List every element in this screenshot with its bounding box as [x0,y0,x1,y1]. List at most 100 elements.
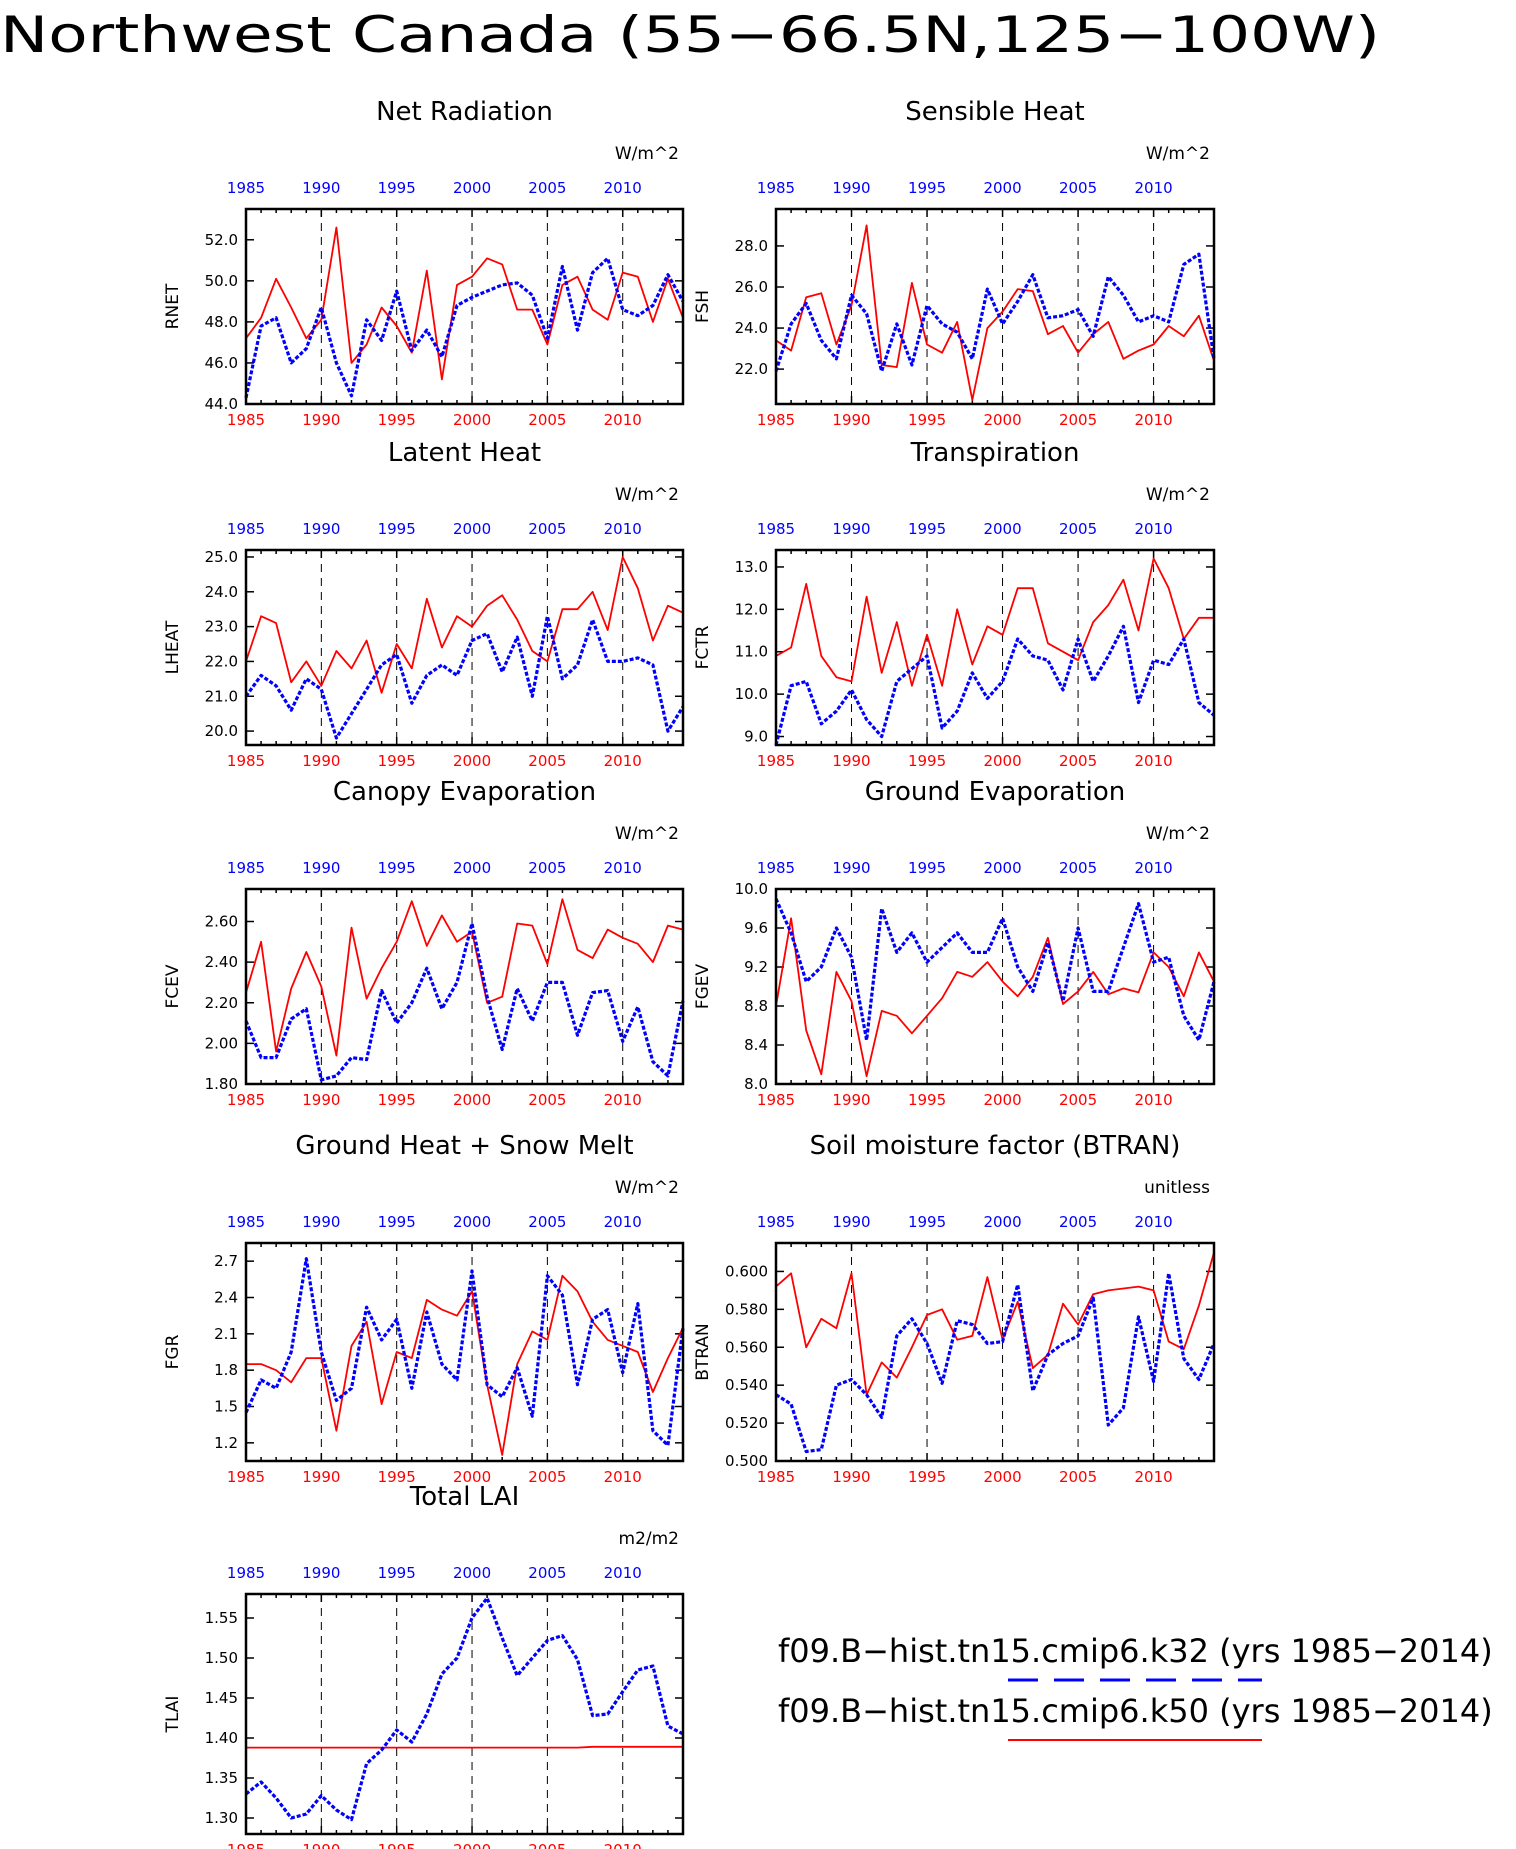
y-tick-label: 1.30 [205,1809,238,1827]
x-tick-label-top: 1995 [908,1213,946,1231]
x-tick-label-bottom: 2000 [453,1468,491,1486]
x-tick-label-bottom: 1995 [378,752,416,770]
x-tick-label-bottom: 1990 [302,752,340,770]
x-tick-label-top: 1995 [378,1564,416,1582]
panel-tlai: Total LAI m2/m2 TLAI 1985 1985 1990 1990 1995 19… [163,1482,685,1849]
x-tick-label-top: 2010 [604,520,642,538]
fgev-title: Ground Evaporation [865,777,1125,807]
x-tick-label-bottom: 2000 [453,411,491,429]
x-tick-label-bottom: 2005 [528,1091,566,1109]
panel-fsh: Sensible Heat W/m^2 FSH 1985 1985 1990 1990 199… [693,97,1216,429]
y-tick-label: 12.0 [735,600,768,618]
x-tick-label-top: 2005 [1059,179,1097,197]
rnet-ylabel: RNET [163,283,183,329]
x-tick-label-bottom: 1995 [378,1468,416,1486]
x-tick-label-bottom: 1995 [908,1091,946,1109]
panel-fgr: Ground Heat + Snow Melt W/m^2 FGR 1985 1985 1… [163,1131,685,1486]
series-line-k32 [245,1596,684,1822]
x-tick-label-bottom: 1985 [227,1091,265,1109]
y-tick-label: 2.00 [205,1034,238,1052]
x-tick-label-top: 2000 [453,1564,491,1582]
x-tick-label-bottom: 2010 [604,1468,642,1486]
y-tick-label: 21.0 [205,687,238,705]
x-tick-label-top: 1995 [378,520,416,538]
x-tick-label-bottom: 2010 [604,752,642,770]
x-tick-label-bottom: 2010 [1134,411,1172,429]
series-line-k50 [775,917,1215,1078]
x-tick-label-top: 2010 [604,1564,642,1582]
panel-rnet: Net Radiation W/m^2 RNET 1985 1985 1990 1990 19… [163,97,685,429]
x-tick-label-bottom: 1985 [757,752,795,770]
legend: f09.B−hist.tn15.cmip6.k32 (yrs 1985−2014… [778,1632,1493,1741]
x-tick-label-top: 1995 [908,179,946,197]
tlai-title: Total LAI [409,1482,520,1512]
fctr-ylabel: FCTR [693,625,713,669]
x-tick-label-top: 2005 [528,520,566,538]
x-tick-label-top: 1985 [227,1564,265,1582]
y-tick-label: 8.8 [744,997,768,1015]
x-tick-label-top: 1990 [832,859,870,877]
x-tick-label-top: 1990 [302,859,340,877]
x-tick-label-bottom: 2005 [528,1468,566,1486]
panel-lheat: Latent Heat W/m^2 LHEAT 1985 1985 1990 1990 199… [163,438,685,770]
x-tick-label-bottom: 1995 [378,1841,416,1849]
x-tick-label-top: 1985 [757,1213,795,1231]
series-line-k50 [775,1252,1215,1396]
tlai-ylabel: TLAI [163,1696,183,1734]
fgr-units: W/m^2 [615,1178,679,1198]
fctr-frame [774,548,1216,747]
x-tick-label-top: 1995 [908,859,946,877]
x-tick-label-bottom: 1990 [832,752,870,770]
series-line-k50 [775,224,1215,401]
y-tick-label: 23.0 [205,618,238,636]
x-tick-label-bottom: 2005 [1059,1091,1097,1109]
y-tick-label: 1.35 [205,1769,238,1787]
y-tick-label: 1.8 [214,1361,238,1379]
y-tick-label: 22.0 [205,652,238,670]
x-tick-label-bottom: 1990 [832,1091,870,1109]
x-tick-label-bottom: 2000 [983,752,1021,770]
x-tick-label-top: 2010 [1134,520,1172,538]
x-tick-label-top: 2005 [528,1564,566,1582]
series-line-k50 [245,226,684,381]
x-tick-label-top: 2000 [453,520,491,538]
y-tick-label: 9.6 [744,919,768,937]
x-tick-label-bottom: 1990 [832,1468,870,1486]
y-tick-label: 1.5 [214,1398,238,1416]
y-tick-label: 1.55 [205,1609,238,1627]
x-tick-label-top: 1985 [227,859,265,877]
y-tick-label: 0.500 [725,1452,768,1470]
x-tick-label-bottom: 2010 [604,1091,642,1109]
x-tick-label-top: 2005 [528,1213,566,1231]
y-tick-label: 2.4 [214,1289,238,1307]
x-tick-label-bottom: 2010 [1134,1468,1172,1486]
y-tick-label: 9.2 [744,958,768,976]
x-tick-label-bottom: 1985 [757,411,795,429]
x-tick-label-top: 2000 [983,179,1021,197]
y-tick-label: 1.45 [205,1689,238,1707]
x-tick-label-bottom: 2005 [1059,1468,1097,1486]
y-tick-label: 48.0 [205,313,238,331]
fgev-frame [774,887,1216,1086]
series-line-k50 [245,556,684,694]
y-tick-label: 10.0 [735,685,768,703]
fgev-units: W/m^2 [1146,824,1210,844]
panel-fctr: Transpiration W/m^2 FCTR 1985 1985 1990 1990 19… [693,438,1216,770]
btran-title: Soil moisture factor (BTRAN) [810,1131,1181,1161]
x-tick-label-top: 2005 [1059,1213,1097,1231]
x-tick-label-bottom: 1995 [908,752,946,770]
series-line-k32 [775,1271,1216,1454]
x-tick-label-bottom: 2000 [453,1841,491,1849]
x-tick-label-bottom: 2010 [604,411,642,429]
y-tick-label: 11.0 [735,643,768,661]
x-tick-label-bottom: 2005 [528,752,566,770]
series-line-k32 [244,921,685,1082]
fgr-frame [244,1241,685,1463]
fsh-units: W/m^2 [1146,144,1210,164]
lheat-frame [244,548,685,747]
fgr-ylabel: FGR [163,1334,183,1369]
x-tick-label-top: 1985 [757,179,795,197]
y-tick-label: 24.0 [735,319,768,337]
y-tick-label: 8.4 [744,1036,768,1054]
